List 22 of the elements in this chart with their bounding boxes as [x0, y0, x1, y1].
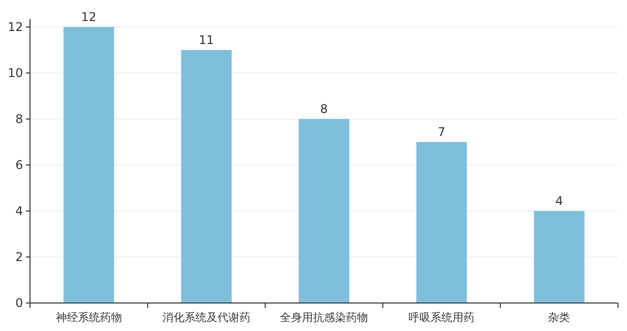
x-tick-label: 全身用抗感染药物	[280, 311, 368, 324]
data-label: 4	[555, 194, 564, 208]
x-tick-label: 呼吸系统用药	[408, 311, 475, 324]
y-tick-label: 0	[15, 296, 23, 310]
y-tick-label: 4	[15, 204, 23, 218]
x-tick-label: 神经系统药物	[56, 311, 122, 324]
bar	[534, 211, 584, 303]
data-label: 11	[198, 33, 214, 47]
data-label: 8	[320, 102, 328, 116]
bar	[64, 27, 114, 303]
bar	[298, 119, 350, 303]
bar	[181, 50, 232, 303]
y-tick-label: 12	[8, 20, 23, 34]
x-tick-label: 消化系统及代谢药	[162, 311, 250, 324]
x-tick-label: 杂类	[548, 311, 570, 324]
y-tick-label: 6	[15, 158, 23, 172]
bar	[416, 142, 467, 303]
y-tick-label: 2	[15, 250, 23, 264]
y-tick-label: 8	[15, 112, 23, 126]
data-label: 7	[438, 125, 446, 139]
data-label: 12	[81, 10, 96, 24]
y-tick-label: 10	[8, 66, 23, 80]
